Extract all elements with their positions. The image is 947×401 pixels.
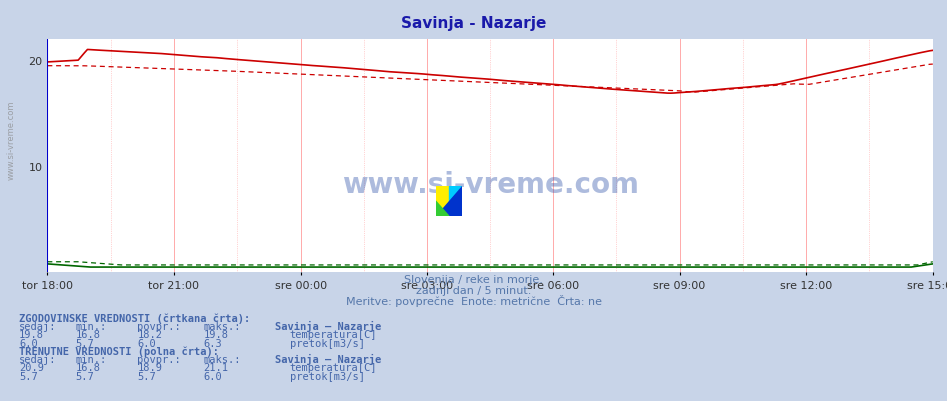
Text: 5.7: 5.7 (76, 371, 95, 381)
Text: povpr.:: povpr.: (137, 354, 181, 365)
Text: sedaj:: sedaj: (19, 322, 57, 332)
Text: min.:: min.: (76, 322, 107, 332)
Text: 6.3: 6.3 (204, 338, 223, 348)
Text: Slovenija / reke in morje.: Slovenija / reke in morje. (404, 275, 543, 285)
Text: 16.8: 16.8 (76, 330, 100, 340)
Text: 18.9: 18.9 (137, 363, 162, 373)
Text: 20.9: 20.9 (19, 363, 44, 373)
Text: 16.8: 16.8 (76, 363, 100, 373)
Text: TRENUTNE VREDNOSTI (polna črta):: TRENUTNE VREDNOSTI (polna črta): (19, 346, 219, 356)
Text: temperatura[C]: temperatura[C] (290, 363, 377, 373)
Polygon shape (436, 186, 462, 217)
Text: pretok[m3/s]: pretok[m3/s] (290, 371, 365, 381)
Text: 6.0: 6.0 (204, 371, 223, 381)
Text: Savinja – Nazarje: Savinja – Nazarje (275, 321, 381, 332)
Text: temperatura[C]: temperatura[C] (290, 330, 377, 340)
Text: Meritve: povprečne  Enote: metrične  Črta: ne: Meritve: povprečne Enote: metrične Črta:… (346, 294, 601, 306)
Text: Savinja – Nazarje: Savinja – Nazarje (275, 354, 381, 365)
Text: 6.0: 6.0 (137, 338, 156, 348)
Text: 5.7: 5.7 (76, 338, 95, 348)
Text: sedaj:: sedaj: (19, 354, 57, 365)
Text: 21.1: 21.1 (204, 363, 228, 373)
Bar (449, 186, 462, 217)
Text: min.:: min.: (76, 354, 107, 365)
Text: www.si-vreme.com: www.si-vreme.com (342, 170, 638, 198)
Text: 19.8: 19.8 (19, 330, 44, 340)
Text: 6.0: 6.0 (19, 338, 38, 348)
Text: zadnji dan / 5 minut.: zadnji dan / 5 minut. (416, 286, 531, 296)
Text: Savinja - Nazarje: Savinja - Nazarje (401, 16, 546, 31)
Text: 18.2: 18.2 (137, 330, 162, 340)
Polygon shape (436, 201, 449, 217)
Bar (436, 186, 449, 217)
Text: ZGODOVINSKE VREDNOSTI (črtkana črta):: ZGODOVINSKE VREDNOSTI (črtkana črta): (19, 312, 250, 323)
Text: 5.7: 5.7 (19, 371, 38, 381)
Text: maks.:: maks.: (204, 354, 241, 365)
Text: povpr.:: povpr.: (137, 322, 181, 332)
Text: 5.7: 5.7 (137, 371, 156, 381)
Text: www.si-vreme.com: www.si-vreme.com (7, 101, 16, 180)
Text: maks.:: maks.: (204, 322, 241, 332)
Text: pretok[m3/s]: pretok[m3/s] (290, 338, 365, 348)
Text: 19.8: 19.8 (204, 330, 228, 340)
